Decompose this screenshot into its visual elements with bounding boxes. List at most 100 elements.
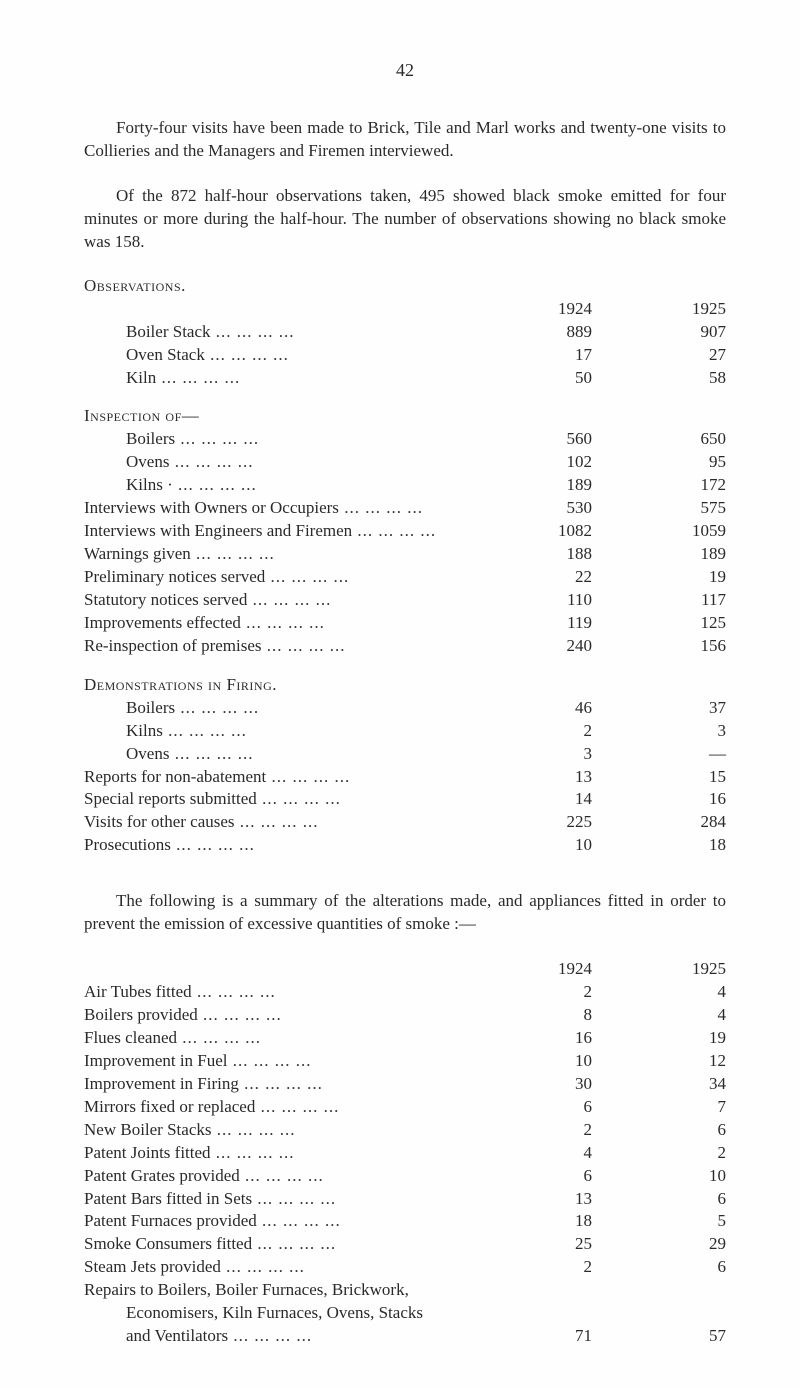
inspection-row: Kilns ·189172 <box>84 474 726 497</box>
inspection-row: Statutory notices served110117 <box>84 589 726 612</box>
leader-dots <box>211 1143 295 1162</box>
inspection-heading: Inspection of— <box>84 405 458 428</box>
leader-dots <box>175 698 259 717</box>
spacer <box>518 674 592 697</box>
inspection-rows: Boilers560650Ovens10295Kilns ·189172Inte… <box>84 428 726 657</box>
repairs-final-label: and Ventilators <box>84 1325 458 1348</box>
intro-paragraph-2: Of the 872 half-hour observations taken,… <box>84 185 726 254</box>
alteration-value-1924: 2 <box>518 1119 592 1142</box>
alteration-row: Patent Bars fitted in Sets136 <box>84 1188 726 1211</box>
leader-dots <box>240 1166 324 1185</box>
leader-dots <box>198 1005 282 1024</box>
demonstrations-rows: Boilers4637Kilns23Ovens3—Reports for non… <box>84 697 726 858</box>
observations-heading: Observations. <box>84 276 726 296</box>
demonstration-label: Ovens <box>84 743 458 766</box>
leader-dots <box>339 498 423 517</box>
repairs-final-row: and Ventilators 71 57 <box>84 1325 726 1348</box>
inspection-value-1924: 530 <box>518 497 592 520</box>
alteration-value-1924: 8 <box>518 1004 592 1027</box>
inspection-value-1925: 1059 <box>652 520 726 543</box>
alteration-label-text: Improvement in Fuel <box>84 1051 228 1070</box>
demonstrations-heading-row: Demonstrations in Firing. <box>84 674 726 697</box>
alteration-label: Boilers provided <box>84 1004 458 1027</box>
demonstration-row: Ovens3— <box>84 743 726 766</box>
leader-dots <box>191 544 275 563</box>
alteration-value-1925: 4 <box>652 981 726 1004</box>
alteration-label-text: Mirrors fixed or replaced <box>84 1097 255 1116</box>
inspection-row: Warnings given188189 <box>84 543 726 566</box>
alteration-label: Patent Joints fitted <box>84 1142 458 1165</box>
observation-row: Boiler Stack889907 <box>84 321 726 344</box>
alteration-label-text: Patent Joints fitted <box>84 1143 211 1162</box>
alteration-label: Patent Bars fitted in Sets <box>84 1188 458 1211</box>
inspection-value-1924: 188 <box>518 543 592 566</box>
inspection-label-text: Re-inspection of premises <box>84 636 262 655</box>
inspection-row: Re-inspection of premises240156 <box>84 635 726 658</box>
observation-value-1925: 907 <box>652 321 726 344</box>
alteration-value-1925: 10 <box>652 1165 726 1188</box>
inspection-label: Ovens <box>84 451 458 474</box>
leader-dots <box>235 812 319 831</box>
inspection-value-1924: 560 <box>518 428 592 451</box>
demonstration-value-1925: 15 <box>652 766 726 789</box>
observation-label-text: Boiler Stack <box>126 322 211 341</box>
document-page: 4 2 Forty-four visits have been made to B… <box>0 0 800 1388</box>
observation-row: Oven Stack 17 27 <box>84 344 726 367</box>
alteration-row: Improvement in Firing3034 <box>84 1073 726 1096</box>
demonstration-row: Boilers4637 <box>84 697 726 720</box>
observation-row: Kiln5058 <box>84 367 726 390</box>
demonstration-value-1924: 46 <box>518 697 592 720</box>
observation-label-text: Oven Stack <box>126 345 205 364</box>
leader-dots <box>175 429 259 448</box>
inspection-label-text: Kilns · <box>126 475 173 494</box>
repairs-final-1924: 71 <box>518 1325 592 1348</box>
observation-value-1924: 17 <box>518 344 592 367</box>
inspection-row: Interviews with Owners or Occupiers53057… <box>84 497 726 520</box>
alteration-label-text: New Boiler Stacks <box>84 1120 211 1139</box>
demonstration-value-1924: 10 <box>518 834 592 857</box>
inspection-value-1924: 102 <box>518 451 592 474</box>
year-header-row-2: 1924 1925 <box>84 958 726 981</box>
leader-dots <box>247 590 331 609</box>
alteration-row: New Boiler Stacks26 <box>84 1119 726 1142</box>
inspection-row: Preliminary notices served2219 <box>84 566 726 589</box>
alteration-value-1924: 25 <box>518 1233 592 1256</box>
leader-dots <box>173 475 257 494</box>
inspection-value-1924: 119 <box>518 612 592 635</box>
demonstration-value-1925: 284 <box>652 811 726 834</box>
alteration-value-1924: 13 <box>518 1188 592 1211</box>
inspection-row: Boilers560650 <box>84 428 726 451</box>
inspection-label: Boilers <box>84 428 458 451</box>
inspection-label-text: Ovens <box>126 452 169 471</box>
alteration-row: Mirrors fixed or replaced67 <box>84 1096 726 1119</box>
inspection-label: Kilns · <box>84 474 458 497</box>
demonstration-label: Reports for non-abatement <box>84 766 458 789</box>
demonstration-row: Special reports submitted1416 <box>84 788 726 811</box>
repairs-text-2: Economisers, Kiln Furnaces, Ovens, Stack… <box>84 1302 458 1325</box>
year-1925-label-2: 1925 <box>652 958 726 981</box>
alteration-value-1925: 12 <box>652 1050 726 1073</box>
spacer <box>652 674 726 697</box>
demonstration-value-1924: 2 <box>518 720 592 743</box>
demonstration-label-text: Visits for other causes <box>84 812 235 831</box>
inspection-label: Re-inspection of premises <box>84 635 458 658</box>
alteration-label-text: Patent Furnaces provided <box>84 1211 257 1230</box>
repairs-line-2: Economisers, Kiln Furnaces, Ovens, Stack… <box>84 1302 726 1325</box>
alterations-intro: The following is a summary of the altera… <box>84 890 726 936</box>
inspection-value-1925: 575 <box>652 497 726 520</box>
observation-value-1925: 27 <box>652 344 726 367</box>
spacer <box>652 1279 726 1302</box>
inspection-label: Preliminary notices served <box>84 566 458 589</box>
inspection-value-1924: 22 <box>518 566 592 589</box>
demonstration-label-text: Reports for non-abatement <box>84 767 266 786</box>
alteration-label-text: Patent Grates provided <box>84 1166 240 1185</box>
leader-dots <box>221 1257 305 1276</box>
leader-dots <box>211 322 295 341</box>
year-header-row-1: 1924 1925 <box>84 298 726 321</box>
alteration-value-1925: 7 <box>652 1096 726 1119</box>
leader-dots <box>257 1211 341 1230</box>
demonstration-row: Kilns23 <box>84 720 726 743</box>
intro-paragraph-1: Forty-four visits have been made to Bric… <box>84 117 726 163</box>
alteration-label: New Boiler Stacks <box>84 1119 458 1142</box>
alteration-label: Patent Furnaces provided <box>84 1210 458 1233</box>
